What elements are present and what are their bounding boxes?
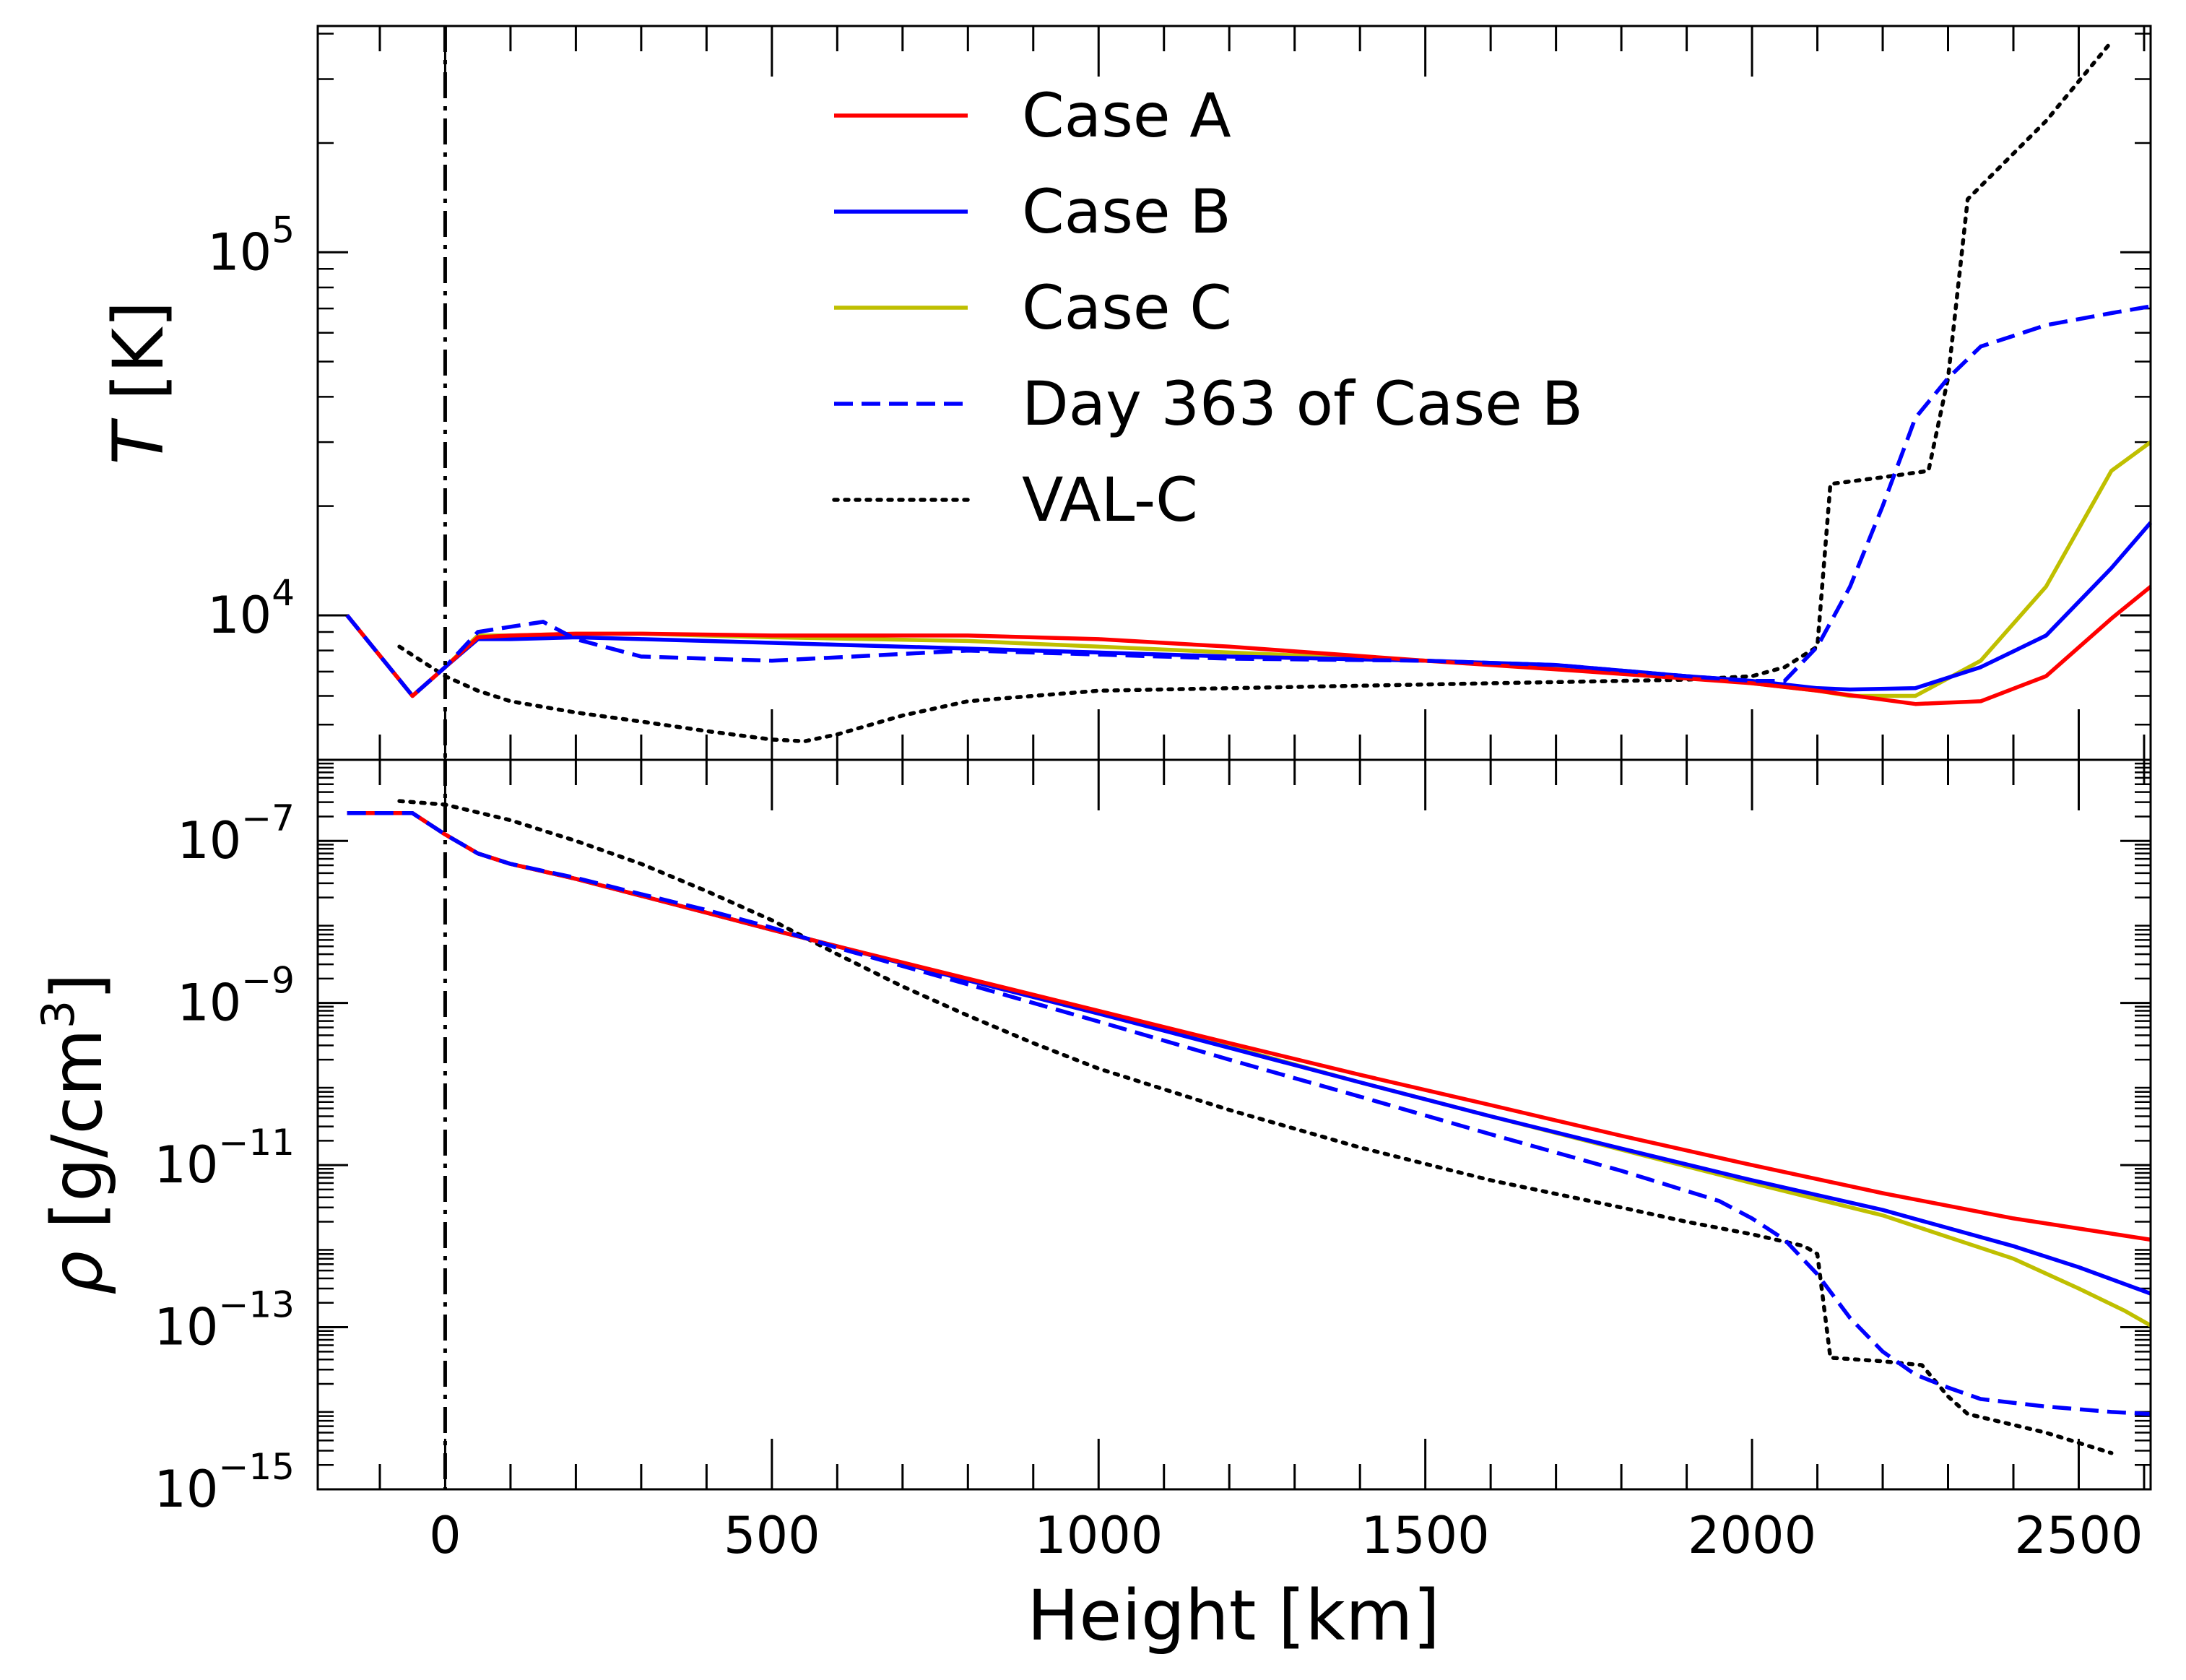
temperature-unit: [K] (98, 300, 179, 422)
y-tick-label-base: 10 (154, 1298, 218, 1357)
legend-label: Case A (1022, 80, 1231, 151)
bottom-x-ticks (378, 760, 2146, 1489)
y-tick-label: 10−15 (154, 1446, 295, 1519)
top-x-ticks (378, 26, 2146, 760)
y-tick-label: 10−7 (177, 797, 295, 870)
legend-label: Case C (1022, 272, 1232, 343)
legend-label: Day 363 of Case B (1022, 368, 1583, 439)
y-tick-label-base: 10 (207, 222, 272, 282)
y-tick-label-exponent: −7 (241, 797, 295, 839)
y-tick-label-exponent: 4 (272, 572, 295, 614)
y-tick-label: 10−11 (154, 1122, 295, 1195)
series-line-day-363-of-case-b (347, 811, 2151, 1416)
x-tick-label: 2000 (1688, 1506, 1816, 1565)
temperature-axis-label: T [K] (98, 300, 179, 464)
x-tick-label: 1500 (1361, 1506, 1490, 1565)
y-tick-label: 10−13 (154, 1284, 295, 1357)
series-line-day-363-of-case-b (345, 304, 2151, 698)
y-tick-label-exponent: −11 (218, 1122, 295, 1164)
y-tick-label: 105 (207, 209, 295, 282)
y-tick-label-exponent: 5 (272, 209, 295, 251)
series-line-case-a (345, 585, 2152, 706)
temperature-series (345, 40, 2153, 744)
series-line-val-c (397, 799, 2114, 1455)
y-tick-label-base: 10 (154, 1460, 218, 1519)
y-tick-label: 104 (207, 572, 295, 645)
density-symbol: ρ (37, 1251, 118, 1295)
density-unit: [g/cm (37, 1029, 118, 1251)
x-tick-label: 1000 (1034, 1506, 1163, 1565)
bottom-y-ticks (318, 839, 2151, 1491)
y-tick-label-exponent: −15 (218, 1446, 295, 1488)
y-tick-label-exponent: −9 (241, 960, 295, 1002)
legend: Case A Case B Case C Day 363 of Case B VAL-C (832, 80, 1583, 535)
temperature-symbol: T (98, 418, 179, 465)
legend-label: VAL-C (1022, 464, 1198, 535)
x-tick-labels: 0 500 1000 1500 2000 2500 (429, 1506, 2143, 1565)
density-unit-exponent: 3 (32, 1000, 84, 1029)
x-tick-label: 500 (724, 1506, 820, 1565)
y-tick-label-base: 10 (207, 586, 272, 645)
density-series (347, 799, 2152, 1455)
y-tick-label-exponent: −13 (218, 1284, 295, 1326)
legend-label: Case B (1022, 176, 1231, 247)
density-unit-close: ] (37, 973, 118, 1000)
x-axis-label: Height [km] (1027, 1575, 1440, 1656)
density-plot-frame (316, 758, 2152, 1491)
bottom-minor-ticks (318, 762, 2151, 1466)
density-axis-label: ρ [g/cm3] (32, 973, 118, 1294)
x-tick-label: 2500 (2014, 1506, 2143, 1565)
y-tick-label: 10−9 (177, 960, 295, 1033)
top-y-ticks (318, 251, 2151, 617)
y-tick-label-base: 10 (177, 974, 241, 1033)
x-tick-label: 0 (429, 1506, 461, 1565)
series-line-val-c (397, 40, 2114, 744)
y-tick-label-base: 10 (154, 1135, 218, 1195)
y-tick-label-base: 10 (177, 811, 241, 870)
